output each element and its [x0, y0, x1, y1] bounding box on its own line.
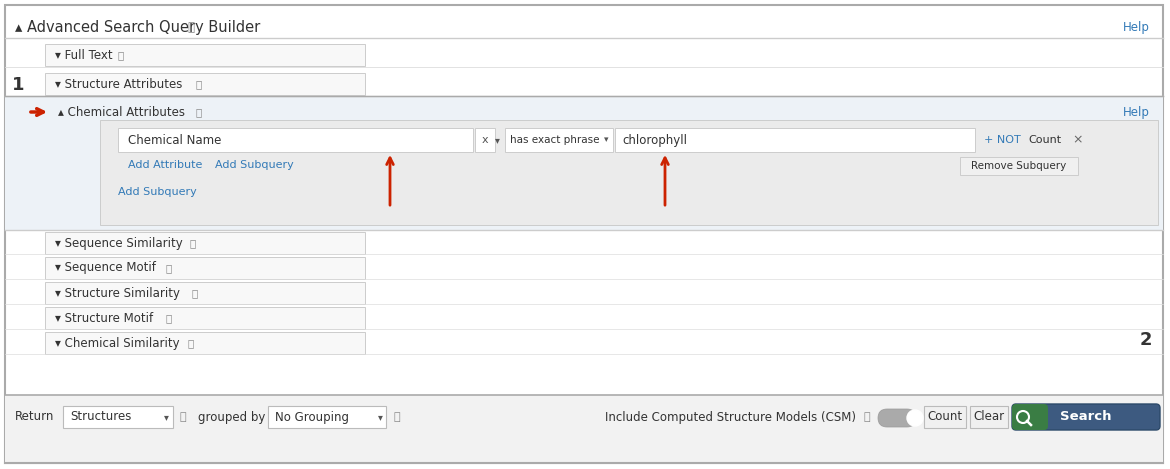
Bar — [615, 128, 975, 152]
Text: ▾ Structure Similarity: ▾ Structure Similarity — [55, 287, 180, 300]
Bar — [44, 332, 365, 354]
Text: Count: Count — [1028, 135, 1061, 145]
Text: Chemical Name: Chemical Name — [128, 134, 221, 146]
Text: ▾: ▾ — [164, 412, 168, 422]
Text: Remove Subquery: Remove Subquery — [971, 161, 1067, 171]
Bar — [44, 73, 365, 95]
Text: Structures: Structures — [70, 410, 131, 424]
Text: No Grouping: No Grouping — [275, 410, 349, 424]
Text: Add Subquery: Add Subquery — [118, 187, 197, 197]
Text: Help: Help — [1123, 106, 1150, 119]
Text: ⓘ: ⓘ — [195, 79, 201, 89]
Text: ▾: ▾ — [495, 135, 500, 145]
Text: grouped by: grouped by — [198, 410, 266, 424]
Text: 1: 1 — [12, 76, 25, 94]
Bar — [5, 96, 1163, 230]
Text: ▾ Structure Attributes: ▾ Structure Attributes — [55, 77, 183, 91]
Text: ⓘ: ⓘ — [165, 263, 171, 273]
Circle shape — [907, 410, 923, 426]
Text: ⓘ: ⓘ — [187, 338, 193, 348]
Text: ⓘ: ⓘ — [166, 313, 172, 323]
Bar — [961, 157, 1078, 175]
Text: Clear: Clear — [973, 410, 1005, 424]
Text: 2: 2 — [1140, 331, 1152, 349]
Bar — [99, 120, 1158, 225]
Text: ⓘ: ⓘ — [118, 50, 124, 60]
Text: Add Attribute: Add Attribute — [128, 160, 202, 170]
Bar — [970, 406, 1009, 428]
Text: ▾ Chemical Similarity: ▾ Chemical Similarity — [55, 336, 180, 349]
Text: ⓘ: ⓘ — [180, 412, 187, 422]
Bar — [44, 257, 365, 279]
Text: has exact phrase: has exact phrase — [510, 135, 599, 145]
FancyBboxPatch shape — [878, 409, 916, 427]
Text: ⓘ: ⓘ — [393, 412, 400, 422]
Text: ▾: ▾ — [604, 136, 608, 144]
Bar — [44, 282, 365, 304]
Text: Count: Count — [928, 410, 963, 424]
FancyBboxPatch shape — [1012, 404, 1159, 430]
Bar — [505, 128, 613, 152]
Text: ▾: ▾ — [378, 412, 383, 422]
Text: ▾ Sequence Similarity: ▾ Sequence Similarity — [55, 236, 183, 250]
Bar — [44, 44, 365, 66]
Text: chlorophyll: chlorophyll — [622, 134, 687, 146]
Text: ⓘ: ⓘ — [192, 288, 198, 298]
Bar — [63, 406, 173, 428]
Text: ×: × — [1072, 134, 1082, 146]
Text: x: x — [482, 135, 488, 145]
Text: Add Subquery: Add Subquery — [215, 160, 294, 170]
Bar — [44, 232, 365, 254]
Text: ⓘ: ⓘ — [863, 412, 869, 422]
Bar — [118, 128, 473, 152]
Text: ▾ Sequence Motif: ▾ Sequence Motif — [55, 262, 156, 274]
Text: ▾ Structure Motif: ▾ Structure Motif — [55, 311, 153, 325]
Bar — [5, 395, 1163, 463]
Text: ⓘ: ⓘ — [190, 238, 197, 248]
Text: ▴ Chemical Attributes: ▴ Chemical Attributes — [58, 106, 185, 119]
Text: Search: Search — [1060, 410, 1112, 424]
Bar — [924, 406, 966, 428]
Text: ⓘ: ⓘ — [187, 21, 194, 33]
Text: ▴ Advanced Search Query Builder: ▴ Advanced Search Query Builder — [15, 20, 260, 35]
Text: Return: Return — [15, 410, 54, 424]
Bar — [475, 128, 495, 152]
Text: ⓘ: ⓘ — [195, 107, 201, 117]
Text: + NOT: + NOT — [984, 135, 1020, 145]
Text: Include Computed Structure Models (CSM): Include Computed Structure Models (CSM) — [605, 410, 856, 424]
Bar — [268, 406, 386, 428]
Bar — [44, 307, 365, 329]
Text: Help: Help — [1123, 21, 1150, 33]
Text: ▾ Full Text: ▾ Full Text — [55, 48, 112, 61]
FancyBboxPatch shape — [1012, 404, 1048, 430]
